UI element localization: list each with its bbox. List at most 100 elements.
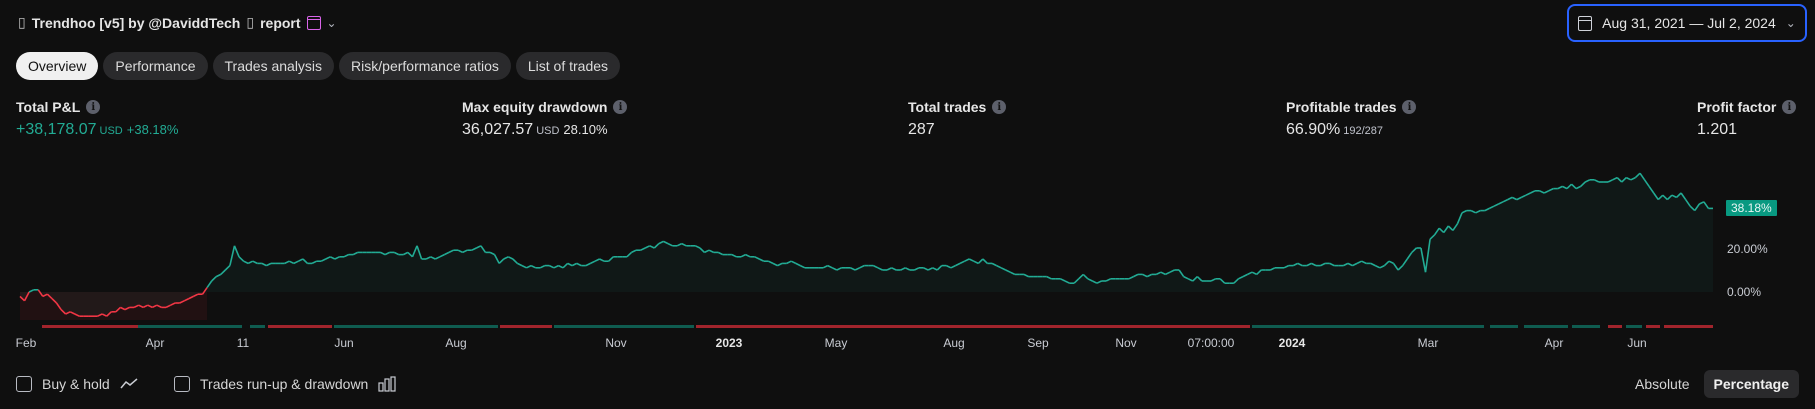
metric-label: Profitable trades bbox=[1286, 99, 1397, 115]
equity-line-segment bbox=[517, 262, 523, 267]
equity-line-segment bbox=[973, 260, 979, 265]
equity-line-segment bbox=[1256, 269, 1262, 275]
tab-overview[interactable]: Overview bbox=[16, 52, 99, 80]
strategy-glyph-icon: ▯ bbox=[18, 14, 26, 30]
strategy-title[interactable]: ▯ Trendhoo [v5] by @DaviddTech ▯ report … bbox=[18, 14, 337, 31]
equity-line-segment bbox=[1612, 176, 1618, 181]
metric-pct: +38.18% bbox=[126, 122, 179, 137]
equity-line-segment bbox=[831, 267, 838, 271]
equity-line-segment bbox=[384, 251, 390, 256]
equity-line-segment bbox=[489, 251, 495, 256]
equity-line bbox=[19, 172, 1713, 318]
equity-line-segment bbox=[571, 262, 578, 267]
display-mode-toggle: Absolute Percentage bbox=[1625, 370, 1799, 398]
tab-risk-ratios[interactable]: Risk/performance ratios bbox=[339, 52, 511, 80]
equity-line-segment bbox=[1192, 276, 1198, 282]
report-calendar-icon bbox=[306, 15, 321, 30]
equity-line-segment bbox=[1680, 192, 1687, 201]
equity-line-segment bbox=[594, 258, 600, 262]
calendar-icon bbox=[1578, 15, 1593, 31]
winning-trade-bar bbox=[334, 325, 498, 328]
runup-toggle[interactable]: Trades run-up & drawdown bbox=[174, 376, 396, 392]
equity-line-segment bbox=[1000, 267, 1007, 271]
equity-line-segment bbox=[425, 256, 432, 260]
equity-line-segment bbox=[42, 293, 48, 298]
metric-value: 66.90% bbox=[1286, 121, 1341, 138]
equity-line-segment bbox=[156, 304, 162, 309]
info-icon[interactable]: i bbox=[1402, 100, 1417, 114]
buy-hold-checkbox[interactable] bbox=[16, 376, 32, 392]
equity-line-segment bbox=[293, 260, 299, 265]
equity-line-segment bbox=[46, 293, 53, 300]
equity-line-segment bbox=[329, 256, 336, 260]
equity-line-segment bbox=[448, 249, 454, 254]
info-icon[interactable]: i bbox=[992, 100, 1007, 114]
equity-line-segment bbox=[1005, 269, 1011, 273]
equity-line-segment bbox=[658, 240, 664, 245]
percentage-button[interactable]: Percentage bbox=[1703, 370, 1799, 398]
equity-line-segment bbox=[151, 304, 158, 309]
x-tick-label: Sep bbox=[1027, 336, 1049, 350]
equity-line-segment bbox=[243, 260, 249, 265]
tab-performance[interactable]: Performance bbox=[103, 52, 208, 80]
equity-line-segment bbox=[1105, 278, 1111, 282]
equity-line-segment bbox=[927, 267, 934, 271]
equity-line-segment bbox=[1306, 262, 1312, 267]
equity-line-segment bbox=[1662, 194, 1668, 201]
tab-trades-analysis[interactable]: Trades analysis bbox=[212, 52, 335, 80]
y-tick-label: 20.00% bbox=[1727, 242, 1768, 256]
equity-line-segment bbox=[215, 273, 222, 278]
equity-line-segment bbox=[1570, 183, 1577, 190]
equity-line-segment bbox=[977, 258, 984, 264]
metric-profitable-trades: Profitable trades i 66.90% 192/287 bbox=[1286, 99, 1417, 139]
equity-line-segment bbox=[827, 264, 833, 269]
equity-line-segment bbox=[1671, 194, 1677, 199]
equity-line-segment bbox=[644, 245, 651, 249]
equity-line-segment bbox=[211, 276, 217, 282]
metric-pct: 28.10% bbox=[563, 122, 608, 137]
equity-line-segment bbox=[1625, 176, 1632, 181]
equity-line-segment bbox=[653, 243, 660, 249]
equity-line-segment bbox=[1270, 267, 1276, 271]
info-icon[interactable]: i bbox=[1782, 100, 1797, 114]
strategy-glyph-icon-2: ▯ bbox=[246, 14, 255, 30]
equity-line-segment bbox=[503, 256, 509, 260]
chevron-down-icon: ⌄ bbox=[1785, 16, 1796, 30]
buy-hold-toggle[interactable]: Buy & hold bbox=[16, 376, 138, 392]
x-tick-label: Apr bbox=[1544, 336, 1564, 350]
equity-line-segment bbox=[1196, 276, 1203, 282]
equity-line-segment bbox=[1046, 275, 1052, 280]
equity-line-segment bbox=[170, 302, 176, 306]
date-range-button[interactable]: Aug 31, 2021 — Jul 2, 2024 ⌄ bbox=[1567, 4, 1807, 42]
equity-line-segment bbox=[772, 262, 778, 267]
equity-line-segment bbox=[1433, 227, 1440, 236]
equity-line-segment bbox=[1557, 185, 1563, 190]
equity-line-segment bbox=[1694, 203, 1700, 212]
equity-line-segment bbox=[1165, 271, 1171, 276]
equity-line-segment bbox=[1584, 179, 1591, 183]
tab-list-of-trades[interactable]: List of trades bbox=[515, 52, 621, 80]
equity-line-segment bbox=[1703, 201, 1710, 209]
equity-line-segment bbox=[1566, 183, 1573, 190]
equity-line-segment bbox=[631, 249, 637, 254]
equity-line-segment bbox=[120, 306, 126, 311]
equity-line-segment bbox=[1475, 209, 1481, 214]
bar-chart-icon bbox=[378, 376, 396, 392]
x-tick-label: Jun bbox=[334, 336, 354, 350]
equity-line-segment bbox=[1548, 187, 1554, 192]
equity-line-segment bbox=[147, 304, 153, 309]
equity-line-segment bbox=[1242, 273, 1248, 278]
info-icon[interactable]: i bbox=[613, 100, 628, 114]
absolute-button[interactable]: Absolute bbox=[1635, 376, 1690, 392]
metric-total-pnl: Total P&L i +38,178.07 USD +38.18% bbox=[16, 99, 178, 139]
equity-line-segment bbox=[1155, 271, 1162, 276]
equity-line-segment bbox=[65, 311, 71, 315]
metric-unit: USD bbox=[99, 125, 123, 137]
runup-checkbox[interactable] bbox=[174, 376, 190, 392]
equity-line-segment bbox=[576, 262, 582, 267]
equity-line-segment bbox=[1078, 273, 1084, 280]
chevron-down-icon[interactable]: ⌄ bbox=[326, 15, 337, 30]
info-icon[interactable]: i bbox=[86, 100, 101, 114]
equity-line-segment bbox=[964, 258, 970, 262]
